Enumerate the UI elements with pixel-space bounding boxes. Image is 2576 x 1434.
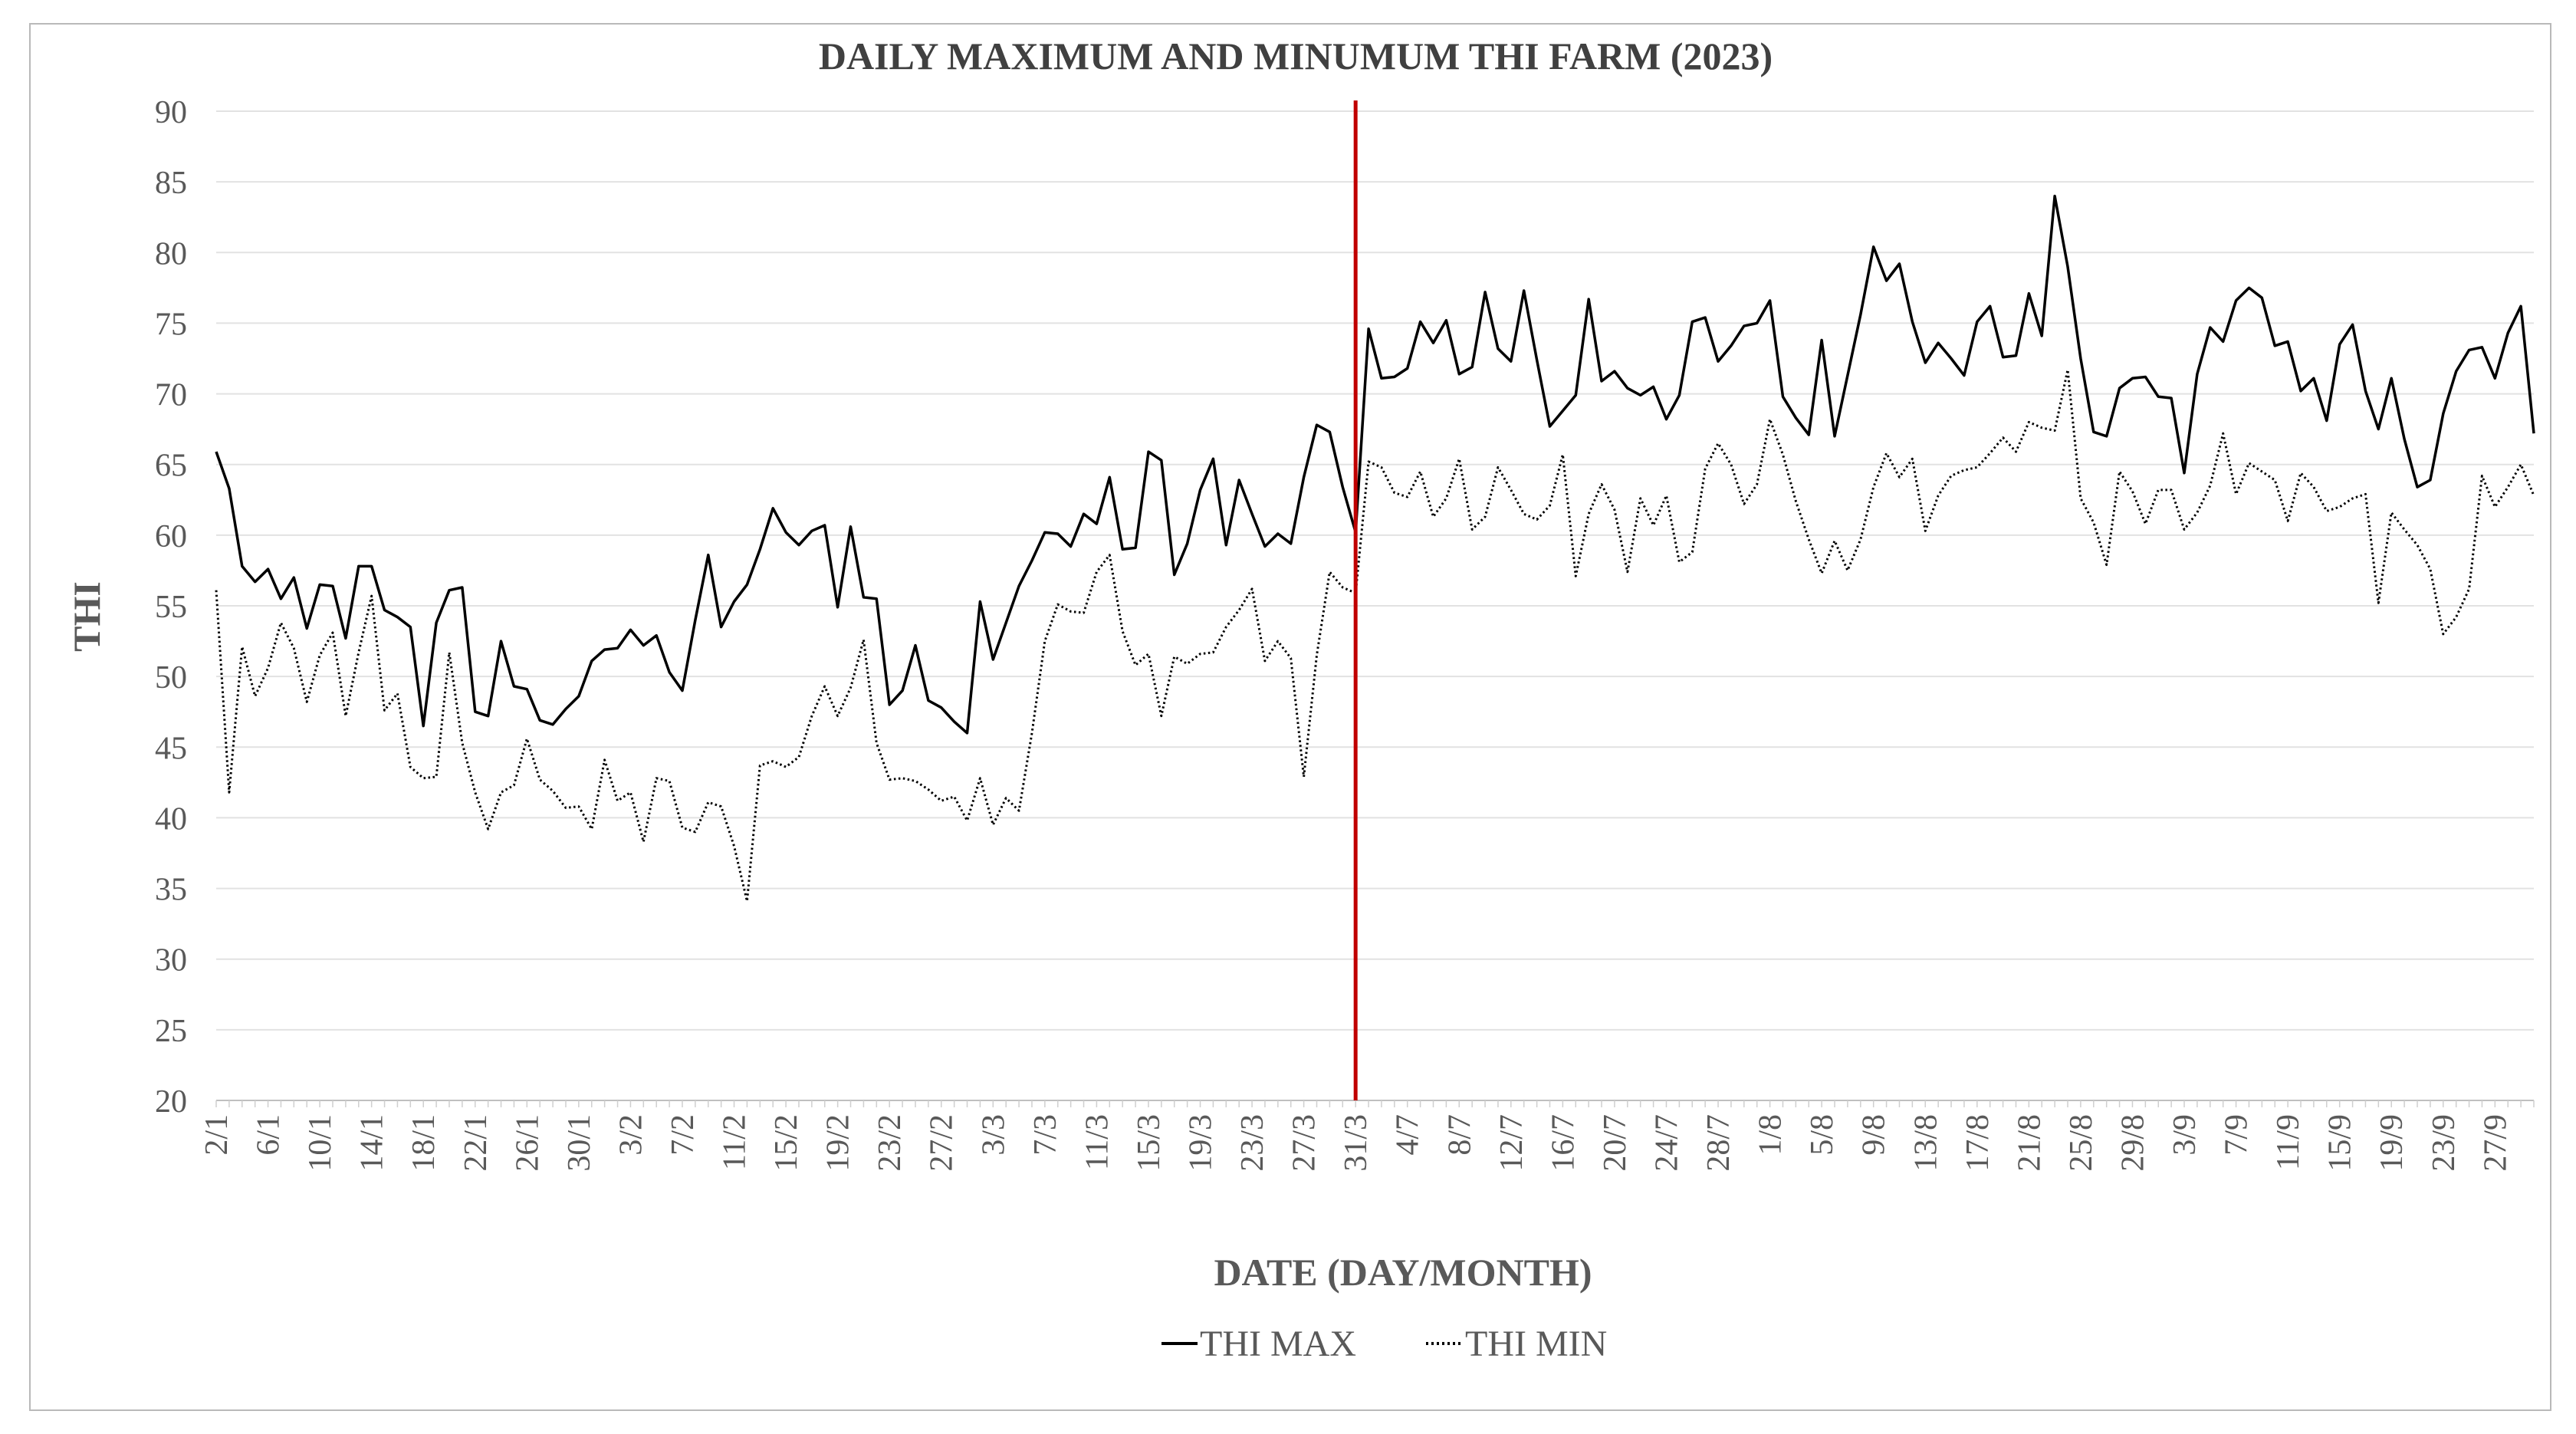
x-tick-label: 24/7 [1649, 1114, 1684, 1172]
legend: THI MAX THI MIN [1162, 1324, 1607, 1364]
x-tick-label: 19/9 [2374, 1114, 2410, 1172]
y-axis-ticks: 20 25 30 35 40 45 50 55 60 65 70 75 80 85 90 [155, 95, 187, 1120]
x-tick-label: 15/3 [1132, 1114, 1167, 1172]
x-tick-label: 8/7 [1442, 1114, 1477, 1156]
x-tick-label: 6/1 [251, 1114, 287, 1156]
y-tick-label: 70 [155, 378, 187, 413]
x-tick-label: 11/2 [718, 1114, 753, 1170]
x-tick-label: 23/9 [2426, 1114, 2462, 1172]
x-tick-label: 19/3 [1184, 1114, 1219, 1172]
x-axis [215, 1100, 2535, 1107]
x-tick-label: 4/7 [1391, 1114, 1426, 1156]
y-tick-label: 30 [155, 943, 187, 978]
x-tick-label: 31/3 [1339, 1114, 1374, 1172]
x-tick-label: 9/8 [1857, 1114, 1892, 1156]
y-tick-label: 45 [155, 731, 187, 766]
x-tick-label: 10/1 [303, 1114, 338, 1172]
x-tick-label: 13/8 [1908, 1114, 1944, 1172]
x-axis-ticks: 2/1 6/1 10/1 14/1 18/1 22/1 26/1 30/1 3/2 7/2 11/2… [199, 1114, 2513, 1172]
x-tick-label: 1/8 [1753, 1114, 1789, 1156]
x-tick-label: 7/3 [1028, 1114, 1063, 1156]
x-tick-label: 30/1 [562, 1114, 597, 1172]
x-tick-label: 27/2 [925, 1114, 960, 1172]
x-tick-label: 28/7 [1701, 1114, 1737, 1172]
x-tick-label: 19/2 [821, 1114, 856, 1172]
x-tick-label: 11/9 [2271, 1114, 2306, 1170]
chart-title: DAILY MAXIMUM AND MINUMUM THI FARM (2023… [819, 35, 1773, 77]
y-tick-label: 75 [155, 307, 187, 342]
y-tick-label: 50 [155, 660, 187, 696]
x-tick-label: 15/2 [769, 1114, 804, 1172]
x-tick-label: 22/1 [458, 1114, 494, 1172]
x-tick-label: 5/8 [1805, 1114, 1840, 1156]
y-tick-label: 20 [155, 1084, 187, 1120]
y-axis-title: THI [65, 581, 108, 652]
legend-label-thi-min: THI MIN [1465, 1324, 1607, 1364]
series-line-thi-max [215, 194, 2535, 735]
x-tick-label: 11/3 [1079, 1114, 1115, 1170]
y-tick-label: 85 [155, 166, 187, 201]
x-tick-label: 27/9 [2478, 1114, 2513, 1172]
chart-frame [29, 23, 2551, 1411]
x-tick-label: 2/1 [199, 1114, 235, 1156]
y-tick-label: 65 [155, 449, 187, 484]
x-tick-label: 18/1 [406, 1114, 442, 1172]
x-tick-label: 27/3 [1287, 1114, 1322, 1172]
x-tick-label: 25/8 [2064, 1114, 2099, 1172]
x-tick-label: 29/8 [2115, 1114, 2150, 1172]
x-tick-label: 3/9 [2167, 1114, 2203, 1156]
x-tick-label: 20/7 [1598, 1114, 1633, 1172]
x-tick-label: 23/2 [872, 1114, 908, 1172]
x-tick-label: 7/9 [2220, 1114, 2255, 1156]
legend-label-thi-max: THI MAX [1200, 1324, 1356, 1364]
x-tick-label: 7/2 [665, 1114, 701, 1156]
x-tick-label: 26/1 [510, 1114, 545, 1172]
y-tick-label: 25 [155, 1014, 187, 1049]
x-tick-label: 23/3 [1235, 1114, 1270, 1172]
x-tick-label: 15/9 [2323, 1114, 2358, 1172]
y-tick-label: 55 [155, 590, 187, 625]
y-tick-label: 60 [155, 519, 187, 554]
y-tick-label: 90 [155, 95, 187, 130]
series-group [215, 194, 2535, 903]
x-tick-label: 14/1 [355, 1114, 390, 1172]
y-tick-label: 35 [155, 873, 187, 908]
x-tick-label: 17/8 [1960, 1114, 1996, 1172]
x-tick-label: 21/8 [2012, 1114, 2047, 1172]
grid-lines [216, 110, 2534, 1101]
y-tick-label: 40 [155, 801, 187, 837]
x-tick-label: 3/2 [613, 1114, 649, 1156]
x-tick-label: 16/7 [1546, 1114, 1581, 1172]
x-axis-title: DATE (DAY/MONTH) [1214, 1251, 1592, 1294]
x-tick-label: 3/3 [976, 1114, 1011, 1156]
x-tick-label: 12/7 [1494, 1114, 1530, 1172]
y-tick-label: 80 [155, 236, 187, 271]
